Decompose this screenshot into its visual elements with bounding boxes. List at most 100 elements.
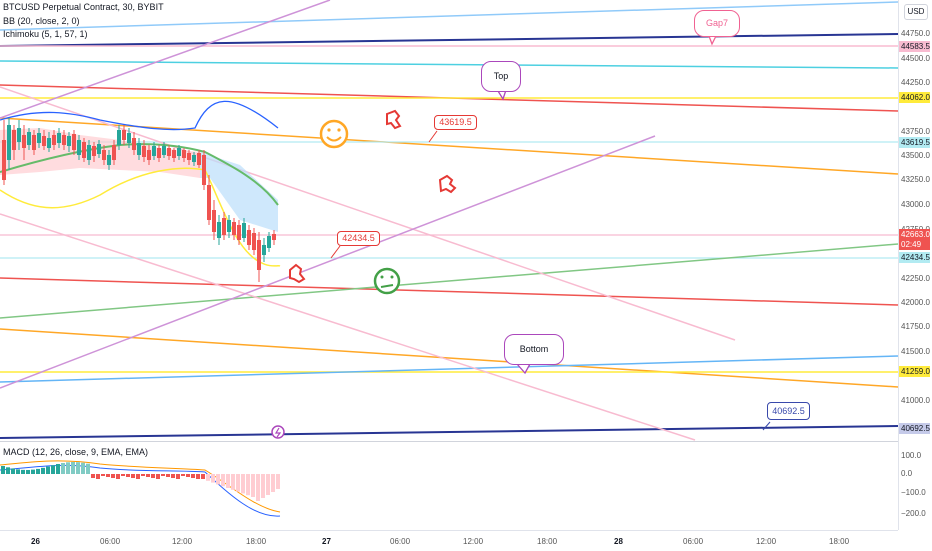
- price-note-42434[interactable]: 42434.5: [337, 231, 380, 246]
- callout-tail: [708, 35, 717, 46]
- price-label: 44062.0: [899, 92, 930, 103]
- candle: [272, 230, 276, 245]
- candle: [227, 215, 231, 238]
- callout-bottom[interactable]: Bottom: [504, 334, 564, 365]
- candle: [92, 142, 96, 162]
- callout-gap7[interactable]: Gap7: [694, 10, 740, 37]
- price-label: 40692.5: [899, 423, 930, 434]
- price-tick: 43250.0: [901, 175, 930, 184]
- price-tick: 41750.0: [901, 322, 930, 331]
- candle: [152, 142, 156, 160]
- time-axis[interactable]: [0, 530, 898, 551]
- flash-icon[interactable]: [271, 425, 285, 439]
- candle: [222, 212, 226, 240]
- price-label: 42663.0: [899, 229, 930, 240]
- candle: [157, 145, 161, 162]
- price-axis[interactable]: [898, 0, 932, 530]
- ichimoku-base-line: [0, 143, 279, 206]
- price-label: 44583.5: [899, 41, 930, 52]
- neutral-face-icon[interactable]: [373, 267, 401, 295]
- callout-top[interactable]: Top: [481, 61, 521, 92]
- pointing-hand-icon[interactable]: [289, 263, 306, 284]
- candle: [127, 128, 131, 148]
- macd-histogram: [1, 462, 280, 501]
- candle: [232, 218, 236, 240]
- macd-bar: [86, 463, 90, 474]
- macd-bar: [226, 474, 230, 488]
- candle: [217, 215, 221, 245]
- candle: [47, 132, 51, 152]
- candle: [37, 128, 41, 148]
- candle: [257, 232, 261, 282]
- macd-bar: [136, 474, 140, 479]
- macd-bar: [71, 462, 75, 474]
- price-label: 02:49: [899, 239, 930, 250]
- bb-indicator-legend[interactable]: BB (20, close, 2, 0): [3, 16, 80, 26]
- bollinger-band-line: [0, 100, 279, 131]
- candle: [22, 125, 26, 160]
- macd-bar: [146, 474, 150, 477]
- ichimoku-indicator-legend[interactable]: Ichimoku (5, 1, 57, 1): [3, 29, 88, 39]
- candle: [207, 175, 211, 225]
- pane-separator[interactable]: [0, 441, 898, 442]
- candle: [27, 128, 31, 150]
- smiley-face-icon[interactable]: [319, 119, 349, 149]
- time-tick: 26: [31, 537, 40, 546]
- macd-bar: [271, 474, 275, 492]
- macd-line: [0, 464, 281, 517]
- callout-tail: [330, 245, 341, 259]
- macd-bar: [186, 474, 190, 477]
- macd-indicator-legend[interactable]: MACD (12, 26, close, 9, EMA, EMA): [3, 447, 149, 457]
- candle: [52, 130, 56, 150]
- ichimoku-cloud-blue: [200, 152, 278, 232]
- macd-bar: [6, 467, 10, 474]
- macd-bar: [241, 474, 245, 494]
- candle: [7, 118, 11, 170]
- drawing-lines[interactable]: [0, 0, 899, 441]
- pointing-hand-icon[interactable]: [438, 174, 457, 194]
- time-tick: 28: [614, 537, 623, 546]
- candle: [242, 218, 246, 242]
- macd-bar: [121, 474, 125, 476]
- macd-bar: [161, 474, 165, 476]
- candlestick-series: [2, 118, 276, 282]
- time-tick: 18:00: [246, 537, 267, 546]
- candle: [57, 128, 61, 148]
- pointing-hand-icon[interactable]: [386, 109, 402, 130]
- candle: [107, 150, 111, 170]
- macd-bar: [266, 474, 270, 495]
- macd-bar: [51, 465, 55, 474]
- candle: [172, 148, 176, 162]
- currency-button[interactable]: USD: [904, 4, 928, 20]
- time-tick: 27: [322, 537, 331, 546]
- candle: [237, 220, 241, 245]
- macd-signal-line: [0, 460, 281, 513]
- price-tick: 41500.0: [901, 347, 930, 356]
- price-tick: 44500.0: [901, 54, 930, 63]
- callout-tail: [428, 130, 438, 143]
- callout-tail: [762, 421, 771, 431]
- macd-bar: [31, 469, 35, 474]
- candle: [82, 138, 86, 162]
- candle: [97, 140, 101, 158]
- macd-bar: [221, 474, 225, 487]
- macd-bar: [156, 474, 160, 479]
- macd-bar: [256, 474, 260, 501]
- candle: [142, 140, 146, 162]
- ichimoku-conversion-line: [0, 167, 281, 267]
- candle: [137, 138, 141, 160]
- price-tick: 42000.0: [901, 298, 930, 307]
- callout-tail: [516, 363, 531, 375]
- candle: [122, 125, 126, 145]
- price-note-40692[interactable]: 40692.5: [767, 402, 810, 420]
- price-note-43619[interactable]: 43619.5: [434, 115, 477, 130]
- macd-bar: [26, 469, 30, 474]
- candle: [132, 132, 136, 155]
- candle: [192, 152, 196, 166]
- macd-bar: [261, 474, 265, 498]
- macd-bar: [141, 474, 145, 476]
- candle: [72, 130, 76, 155]
- time-tick: 18:00: [829, 537, 850, 546]
- macd-bar: [111, 474, 115, 478]
